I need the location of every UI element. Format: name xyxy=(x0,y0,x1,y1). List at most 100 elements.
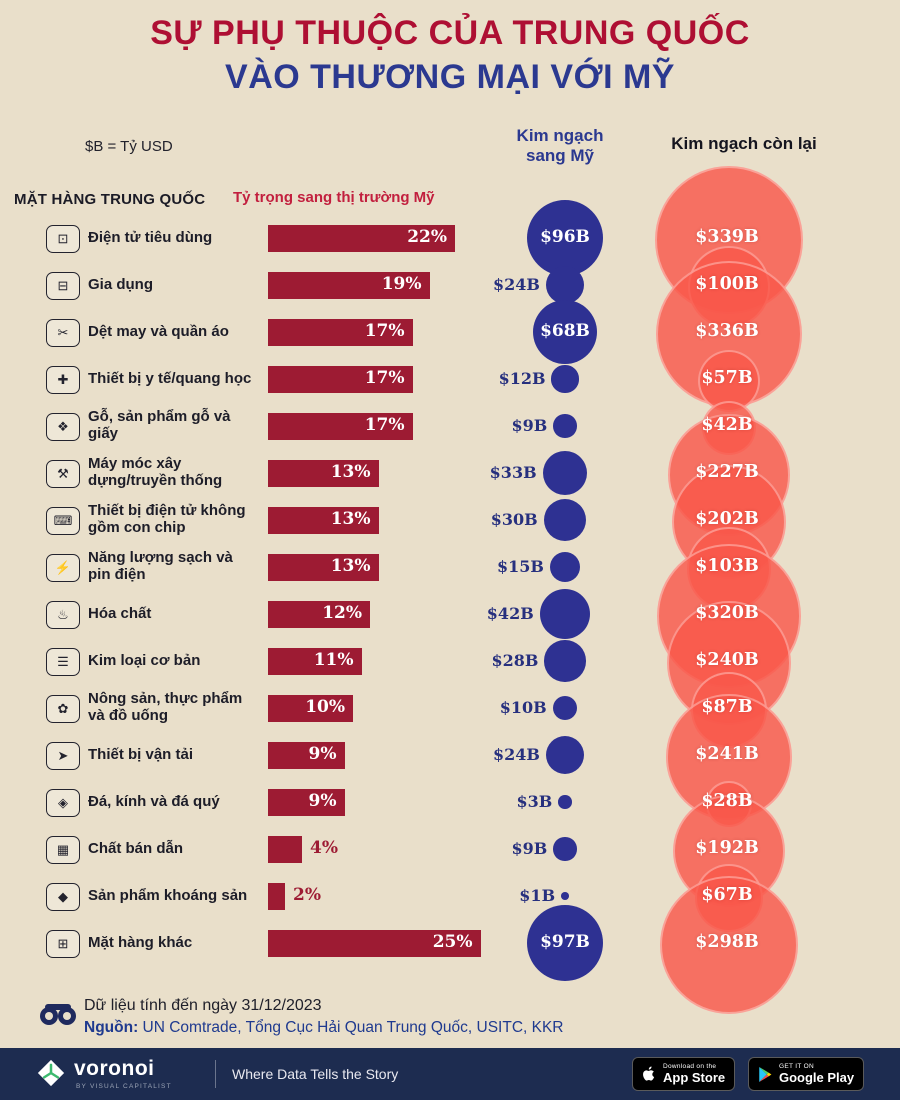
us-value-label: $9B xyxy=(511,416,548,435)
shirt-icon: ✂ xyxy=(46,319,80,347)
voronoi-mask-icon xyxy=(40,1004,76,1025)
share-percent-label: 25% xyxy=(432,932,473,952)
us-circle xyxy=(553,414,577,438)
rest-circle xyxy=(659,875,799,1015)
share-percent-label: 9% xyxy=(308,744,337,764)
us-value-label: $12B xyxy=(498,369,546,388)
us-value-label: $28B xyxy=(491,651,539,670)
share-percent-label: 17% xyxy=(364,368,405,388)
us-circle xyxy=(558,795,572,809)
monitor-icon: ⊡ xyxy=(46,225,80,253)
brand-name: voronoi xyxy=(74,1057,155,1080)
rest-value-label: $241B xyxy=(695,744,759,764)
share-bar xyxy=(268,789,345,816)
item-label: Đá, kính và đá quý xyxy=(88,792,220,810)
share-percent-label: 13% xyxy=(330,556,371,576)
item-label: Hóa chất xyxy=(88,604,152,622)
us-circle xyxy=(551,365,579,393)
data-as-of-note: Dữ liệu tính đến ngày 31/12/2023 xyxy=(84,997,322,1014)
rest-value-label: $320B xyxy=(695,603,759,623)
us-value-label: $42B xyxy=(486,604,534,623)
item-label: Thiết bị vận tải xyxy=(88,745,194,763)
source-label: Nguồn: xyxy=(84,1019,139,1036)
rest-value-label: $339B xyxy=(695,227,759,247)
share-bar xyxy=(268,272,430,299)
rest-value-label: $336B xyxy=(695,321,759,341)
share-percent-label: 4% xyxy=(310,838,338,858)
share-percent-label: 13% xyxy=(330,509,371,529)
share-percent-label: 12% xyxy=(322,603,362,623)
item-label: Dệt may và quần áo xyxy=(88,322,229,340)
item-label: Gia dụng xyxy=(88,275,153,293)
us-value-label: $9B xyxy=(511,839,548,858)
us-circle xyxy=(561,892,569,900)
column-header-remaining: Kim ngạch còn lại xyxy=(671,134,817,153)
us-circle xyxy=(544,640,586,682)
rest-value-label: $57B xyxy=(701,368,753,388)
column-header-us-exports: Kim ngạch sang Mỹ xyxy=(516,126,604,166)
sofa-icon: ⊟ xyxy=(46,272,80,300)
us-value-label: $24B xyxy=(492,275,540,294)
us-value-label: $10B xyxy=(499,698,547,717)
app-store-badge[interactable]: Download on the App Store xyxy=(632,1057,736,1091)
construction-icon: ⚒ xyxy=(46,460,80,488)
share-bar xyxy=(268,930,481,957)
share-bar xyxy=(268,413,413,440)
item-label: Thiết bị điện tử không gồm con chip xyxy=(88,502,246,536)
rest-value-label: $240B xyxy=(695,650,759,670)
brand-tagline: Where Data Tells the Story xyxy=(232,1066,399,1082)
google-play-badge-small-text: GET IT ON xyxy=(779,1062,814,1070)
us-circle xyxy=(545,265,585,305)
apple-icon xyxy=(643,1066,655,1081)
share-bar xyxy=(268,648,362,675)
brand-byline: BY VISUAL CAPITALIST xyxy=(76,1083,172,1090)
share-percent-label: 19% xyxy=(381,274,422,294)
share-percent-label: 9% xyxy=(308,791,337,811)
share-bar xyxy=(268,742,345,769)
us-value-label: $68B xyxy=(540,321,590,341)
agriculture-icon: ✿ xyxy=(46,695,80,723)
rest-value-label: $42B xyxy=(701,415,753,435)
rest-value-label: $192B xyxy=(695,838,759,858)
share-bar xyxy=(268,554,379,581)
share-percent-label: 22% xyxy=(407,227,447,247)
item-label: Sản phẩm khoáng sản xyxy=(88,886,248,904)
share-percent-label: 11% xyxy=(313,650,354,670)
package-icon: ⊞ xyxy=(46,930,80,958)
metal-icon: ☰ xyxy=(46,648,80,676)
source-text: UN Comtrade, Tổng Cục Hải Quan Trung Quố… xyxy=(138,1019,564,1036)
google-play-badge[interactable]: GET IT ON Google Play xyxy=(748,1057,865,1091)
voronoi-logo-icon xyxy=(37,1059,65,1087)
medical-icon: ✚ xyxy=(46,366,80,394)
unit-legend: $B = Tỷ USD xyxy=(85,138,173,155)
mineral-icon: ◆ xyxy=(46,883,80,911)
gem-icon: ◈ xyxy=(46,789,80,817)
column-header-items: MẶT HÀNG TRUNG QUỐC xyxy=(14,191,206,208)
brand-divider xyxy=(215,1060,216,1088)
rest-value-label: $103B xyxy=(695,556,759,576)
us-value-label: $24B xyxy=(492,745,540,764)
rest-value-label: $100B xyxy=(695,274,759,294)
share-bar xyxy=(268,883,285,910)
app-store-badge-big-text: App Store xyxy=(663,1069,726,1085)
us-value-label: $96B xyxy=(540,227,590,247)
us-circle xyxy=(553,837,577,861)
share-bar xyxy=(268,366,413,393)
us-value-label: $15B xyxy=(496,557,544,576)
item-label: Gỗ, sản phẩm gỗ và giấy xyxy=(88,408,231,442)
share-bar xyxy=(268,601,370,628)
share-bar xyxy=(268,460,379,487)
rest-value-label: $227B xyxy=(695,462,759,482)
us-value-label: $1B xyxy=(519,886,556,905)
google-play-badge-big-text: Google Play xyxy=(779,1069,855,1085)
share-percent-label: 17% xyxy=(364,415,405,435)
source-line: Nguồn: UN Comtrade, Tổng Cục Hải Quan Tr… xyxy=(84,1019,564,1037)
share-bar xyxy=(268,319,413,346)
item-label: Chất bán dẫn xyxy=(88,839,184,857)
rest-value-label: $28B xyxy=(701,791,753,811)
us-circle xyxy=(526,904,604,982)
chip-icon: ▦ xyxy=(46,836,80,864)
item-label: Điện tử tiêu dùng xyxy=(88,228,213,246)
rest-value-label: $298B xyxy=(695,932,759,952)
